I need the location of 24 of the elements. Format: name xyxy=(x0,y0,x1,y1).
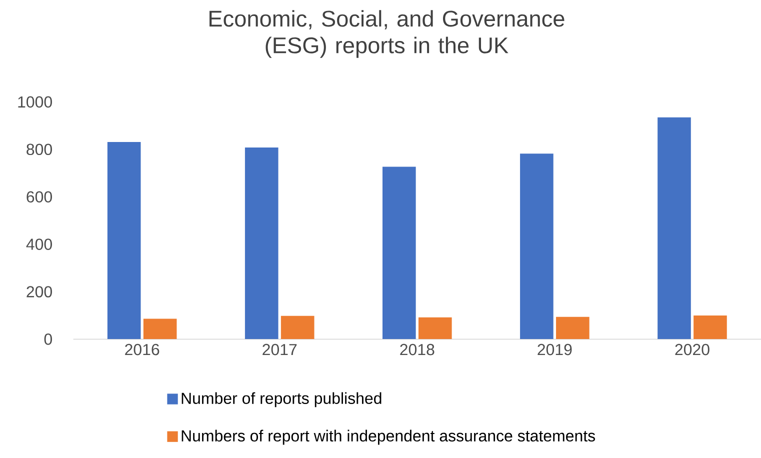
y-tick-label: 400 xyxy=(26,238,52,250)
x-tick-label: 2017 xyxy=(262,344,297,356)
bar xyxy=(418,317,452,340)
legend-label: Number of reports published xyxy=(182,392,382,408)
bar xyxy=(382,166,416,340)
bar xyxy=(694,316,727,340)
y-tick-label: 800 xyxy=(26,144,52,156)
bar xyxy=(107,142,141,340)
bar xyxy=(280,316,314,340)
x-tick-label: 2020 xyxy=(675,344,710,356)
y-tick-label: 600 xyxy=(26,191,52,203)
x-tick-label: 2018 xyxy=(400,344,434,356)
x-tick-label: 2019 xyxy=(538,344,572,356)
bar xyxy=(658,117,691,340)
chart-title: Economic, Social, and Governance (ESG) reports in the UK xyxy=(210,10,564,58)
legend-label: Numbers of report with independent assurance statements xyxy=(182,430,596,445)
bar xyxy=(244,148,278,340)
y-tick-label: 1000 xyxy=(18,96,52,108)
y-tick-label: 0 xyxy=(44,334,52,345)
bar xyxy=(520,154,554,340)
y-tick-label: 200 xyxy=(26,286,52,298)
bar xyxy=(556,316,590,340)
bar xyxy=(143,318,177,340)
x-tick-label: 2016 xyxy=(125,344,160,356)
